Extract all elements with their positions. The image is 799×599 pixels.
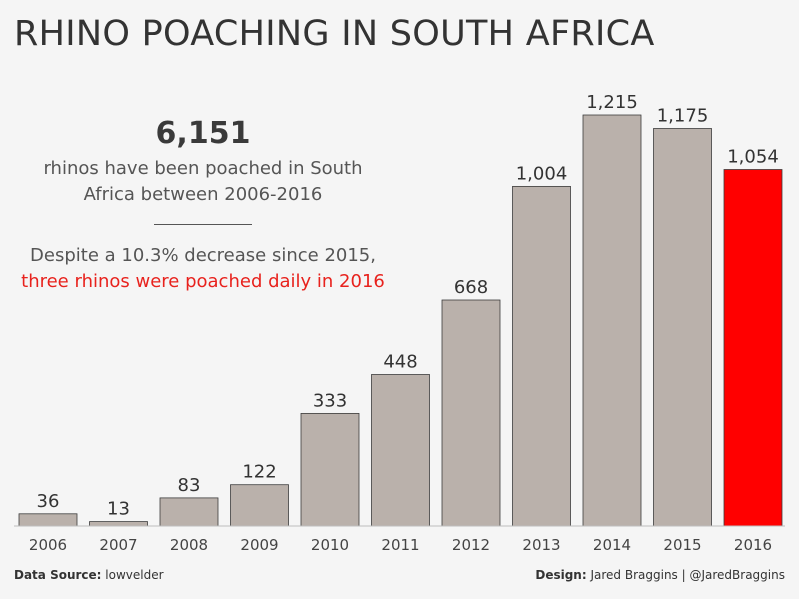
bar-2006 (18, 513, 78, 527)
data-source-credit: Data Source: lowvelder (14, 568, 164, 582)
value-label-2008: 83 (178, 475, 201, 496)
chart-title: RHINO POACHING IN SOUTH AFRICA (14, 14, 655, 54)
bar-2007 (89, 521, 148, 527)
tick-label-2007: 2007 (99, 536, 137, 554)
tick-label-2010: 2010 (311, 536, 349, 554)
value-label-2010: 333 (313, 390, 347, 411)
bar-2008 (159, 497, 219, 527)
data-source-value: lowvelder (105, 568, 164, 582)
value-label-2007: 13 (107, 499, 130, 520)
bar-2013 (512, 185, 571, 527)
callout-divider (154, 224, 252, 225)
tick-label-2013: 2013 (522, 536, 560, 554)
callout-highlight-text: three rhinos were poached daily in 2016 (21, 271, 385, 292)
design-label: Design: (535, 568, 587, 582)
total-poached-figure: 6,151 (155, 116, 251, 151)
value-label-2009: 122 (242, 462, 276, 483)
data-source-label: Data Source: (14, 568, 102, 582)
tick-label-2012: 2012 (452, 536, 490, 554)
callout-text-line-3: Despite a 10.3% decrease since 2015, (30, 245, 376, 266)
summary-callout: 6,151 rhinos have been poached in South … (20, 112, 386, 295)
bar-2010 (300, 412, 360, 527)
bar-2012 (441, 299, 501, 527)
value-label-2012: 668 (454, 277, 488, 298)
design-value: Jared Braggins | @JaredBraggins (590, 568, 785, 582)
tick-label-2011: 2011 (381, 536, 419, 554)
tick-label-2014: 2014 (593, 536, 631, 554)
value-label-2016: 1,054 (727, 147, 779, 168)
value-label-2006: 36 (37, 491, 60, 512)
tick-label-2006: 2006 (29, 536, 67, 554)
value-label-2013: 1,004 (516, 163, 568, 184)
design-credit: Design: Jared Braggins | @JaredBraggins (535, 568, 785, 582)
callout-text-line-1: rhinos have been poached in South (43, 158, 363, 179)
tick-label-2016: 2016 (734, 536, 772, 554)
tick-label-2008: 2008 (170, 536, 208, 554)
bar-2009 (230, 484, 289, 527)
tick-label-2009: 2009 (240, 536, 278, 554)
bar-2015 (653, 128, 712, 527)
value-label-2014: 1,215 (586, 92, 638, 113)
callout-text-line-2: Africa between 2006-2016 (83, 184, 323, 205)
value-label-2015: 1,175 (657, 106, 709, 127)
bar-2011 (371, 374, 430, 527)
value-label-2011: 448 (383, 352, 417, 373)
tick-label-2015: 2015 (663, 536, 701, 554)
bar-2014 (582, 114, 642, 527)
bar-2016 (723, 169, 783, 527)
